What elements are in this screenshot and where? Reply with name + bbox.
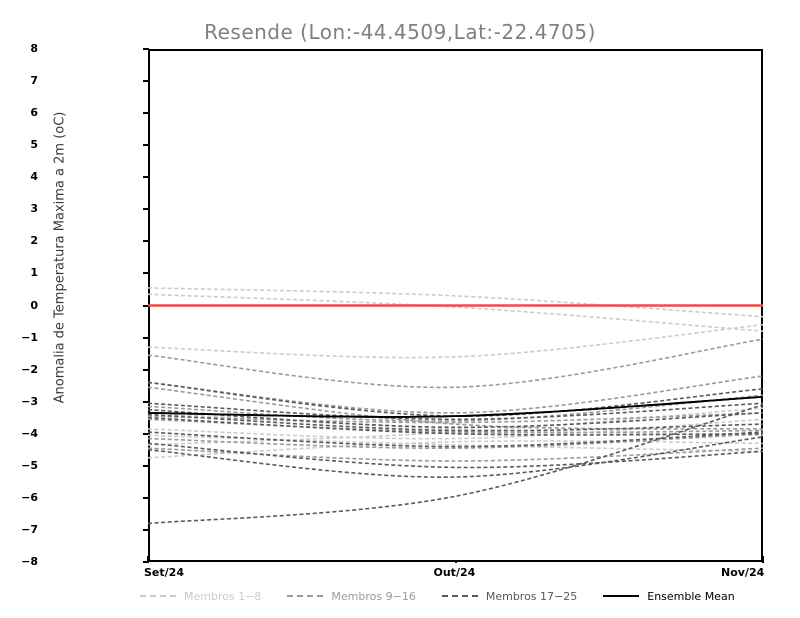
y-axis-tick-label: 6: [30, 106, 38, 120]
series-line: [148, 293, 763, 332]
y-axis-tick-label: 5: [30, 138, 38, 152]
y-axis-tick-mark: [143, 528, 149, 531]
y-axis-tick-mark: [143, 144, 149, 147]
y-axis-tick-label: −4: [21, 426, 38, 440]
series-line: [148, 416, 763, 436]
legend-label: Membros 9−16: [331, 589, 416, 603]
series-line: [148, 287, 763, 318]
legend-label: Ensemble Mean: [647, 589, 735, 603]
series-line: [148, 413, 763, 432]
legend-label: Membros 17−25: [485, 589, 578, 603]
series-line: [148, 338, 763, 389]
y-axis-tick-label: 4: [30, 170, 38, 184]
series-line: [148, 432, 763, 450]
y-axis-tick-mark: [143, 496, 149, 499]
y-axis-tick-label: 2: [30, 234, 38, 248]
series-line: [148, 404, 763, 525]
series-line: [148, 412, 763, 424]
series-line: [148, 447, 763, 462]
y-axis-tick-label: −5: [21, 458, 38, 472]
ensemble-mean-line: [148, 395, 763, 418]
legend-entry: Membros 9−16: [287, 589, 416, 603]
y-axis-tick-mark: [143, 240, 149, 243]
y-axis-tick-label: −7: [21, 522, 38, 536]
y-axis-tick-mark: [143, 368, 149, 371]
legend-entry: Membros 1−8: [140, 590, 261, 603]
legend-swatch-icon: [287, 595, 324, 597]
y-axis-tick-mark: [143, 176, 149, 179]
series-line: [148, 434, 763, 453]
y-axis-tick-label: 1: [30, 266, 38, 280]
y-axis-tick-mark: [143, 336, 149, 339]
chart-title: Resende (Lon:-44.4509,Lat:-22.4705): [204, 20, 596, 44]
y-axis-tick-label: −1: [21, 330, 38, 344]
x-axis-tick-label: Out/24: [433, 566, 476, 579]
y-axis-tick-mark: [143, 561, 149, 563]
legend-entry: Membros 17−25: [441, 589, 578, 603]
y-axis-tick-mark: [143, 464, 149, 467]
series-line: [148, 386, 763, 430]
legend-swatch-icon: [603, 595, 640, 597]
series-line: [148, 402, 763, 421]
series-line: [148, 442, 763, 469]
legend-swatch-icon: [140, 595, 176, 597]
series-line: [148, 323, 763, 359]
y-axis-tick-label: 7: [30, 74, 38, 88]
legend-swatch-icon: [441, 595, 478, 597]
y-axis-tick-label: −6: [21, 490, 38, 504]
y-axis-tick-label: −3: [21, 394, 38, 408]
y-axis-tick-label: 3: [30, 202, 38, 216]
series-line: [148, 418, 763, 440]
y-axis-tick-mark: [143, 112, 149, 115]
y-axis-tick-label: 0: [30, 298, 38, 312]
y-axis-tick-mark: [143, 304, 149, 307]
x-axis-tick-label: Set/24: [144, 566, 184, 579]
y-axis-tick-label: −8: [21, 555, 38, 568]
series-line: [148, 381, 763, 417]
legend-label: Membros 1−8: [184, 589, 262, 603]
legend-entry: Ensemble Mean: [603, 589, 735, 603]
series-line: [148, 431, 763, 448]
y-axis-tick-label: 8: [30, 42, 38, 55]
y-axis-tick-mark: [143, 432, 149, 435]
y-axis-tick-mark: [143, 400, 149, 403]
y-axis-label: Anomalia de Temperatura Maxima a 2m (oC): [52, 111, 68, 404]
x-axis-tick-label: Nov/24: [721, 566, 765, 579]
y-axis-tick-mark: [143, 80, 149, 83]
series-line: [148, 436, 763, 478]
y-axis-tick-mark: [143, 48, 149, 50]
series-line: [148, 440, 763, 459]
y-axis-tick-mark: [143, 272, 149, 275]
chart-legend: Membros 1−8 Membros 9−16 Membros 17−25 Ense…: [140, 586, 780, 606]
y-axis-tick-label: −2: [21, 362, 38, 376]
y-axis-tick-mark: [143, 208, 149, 211]
plot-area: [148, 287, 763, 525]
x-axis-tick-mark: [762, 556, 764, 563]
